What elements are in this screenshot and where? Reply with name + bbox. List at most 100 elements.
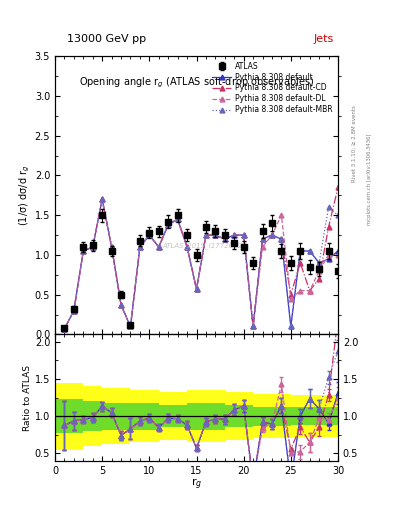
- Pythia 8.308 default-MBR: [241, 232, 246, 238]
- Pythia 8.308 default-CD: [156, 244, 161, 250]
- Pythia 8.308 default: [336, 248, 340, 254]
- Pythia 8.308 default-MBR: [194, 286, 199, 292]
- Pythia 8.308 default: [119, 302, 123, 308]
- Text: mcplots.cern.ch [arXiv:1306.3436]: mcplots.cern.ch [arXiv:1306.3436]: [367, 134, 373, 225]
- Pythia 8.308 default: [147, 232, 152, 238]
- Pythia 8.308 default-MBR: [298, 248, 303, 254]
- Pythia 8.308 default-CD: [270, 232, 274, 238]
- Pythia 8.308 default-DL: [62, 326, 67, 332]
- Pythia 8.308 default: [232, 232, 237, 238]
- Pythia 8.308 default-DL: [128, 324, 133, 330]
- Legend: ATLAS, Pythia 8.308 default, Pythia 8.308 default-CD, Pythia 8.308 default-DL, P: ATLAS, Pythia 8.308 default, Pythia 8.30…: [211, 60, 334, 116]
- Pythia 8.308 default: [260, 236, 265, 242]
- Pythia 8.308 default-DL: [194, 286, 199, 292]
- Pythia 8.308 default-MBR: [156, 244, 161, 250]
- Pythia 8.308 default-MBR: [147, 232, 152, 238]
- Pythia 8.308 default-CD: [175, 216, 180, 222]
- Pythia 8.308 default-MBR: [317, 260, 321, 266]
- Pythia 8.308 default-MBR: [175, 216, 180, 222]
- Pythia 8.308 default-MBR: [222, 236, 227, 242]
- Line: Pythia 8.308 default-DL: Pythia 8.308 default-DL: [62, 197, 340, 331]
- Pythia 8.308 default-DL: [288, 295, 293, 302]
- Pythia 8.308 default: [138, 244, 142, 250]
- Pythia 8.308 default-DL: [138, 244, 142, 250]
- Pythia 8.308 default-CD: [317, 276, 321, 282]
- Pythia 8.308 default: [90, 244, 95, 250]
- Pythia 8.308 default-DL: [185, 244, 189, 250]
- Pythia 8.308 default-DL: [100, 196, 105, 202]
- Pythia 8.308 default-DL: [317, 268, 321, 274]
- Pythia 8.308 default-MBR: [279, 236, 284, 242]
- Pythia 8.308 default: [222, 236, 227, 242]
- Pythia 8.308 default-CD: [241, 232, 246, 238]
- Pythia 8.308 default-DL: [270, 232, 274, 238]
- Line: Pythia 8.308 default: Pythia 8.308 default: [62, 197, 340, 331]
- Pythia 8.308 default: [100, 196, 105, 202]
- Pythia 8.308 default-DL: [307, 288, 312, 294]
- Pythia 8.308 default-MBR: [109, 244, 114, 250]
- Pythia 8.308 default-DL: [251, 324, 255, 330]
- Pythia 8.308 default-CD: [298, 260, 303, 266]
- Pythia 8.308 default-DL: [222, 236, 227, 242]
- Pythia 8.308 default-CD: [251, 324, 255, 330]
- Pythia 8.308 default-DL: [260, 244, 265, 250]
- Pythia 8.308 default: [72, 308, 76, 314]
- Pythia 8.308 default-CD: [147, 232, 152, 238]
- Text: Rivet 3.1.10; ≥ 2.8M events: Rivet 3.1.10; ≥ 2.8M events: [352, 105, 357, 182]
- Pythia 8.308 default: [185, 244, 189, 250]
- Pythia 8.308 default-MBR: [81, 248, 86, 254]
- Pythia 8.308 default-CD: [260, 236, 265, 242]
- X-axis label: r$_g$: r$_g$: [191, 477, 202, 493]
- Pythia 8.308 default-DL: [72, 308, 76, 314]
- Pythia 8.308 default-MBR: [100, 196, 105, 202]
- Pythia 8.308 default-DL: [119, 302, 123, 308]
- Pythia 8.308 default-DL: [241, 232, 246, 238]
- Line: Pythia 8.308 default-MBR: Pythia 8.308 default-MBR: [62, 197, 340, 331]
- Text: Opening angle r$_g$ (ATLAS soft-drop observables): Opening angle r$_g$ (ATLAS soft-drop obs…: [79, 76, 314, 90]
- Pythia 8.308 default-CD: [128, 324, 133, 330]
- Pythia 8.308 default-DL: [156, 244, 161, 250]
- Pythia 8.308 default-DL: [81, 248, 86, 254]
- Pythia 8.308 default-MBR: [138, 244, 142, 250]
- Pythia 8.308 default: [213, 232, 218, 238]
- Pythia 8.308 default-CD: [307, 288, 312, 294]
- Pythia 8.308 default-DL: [336, 252, 340, 258]
- Pythia 8.308 default: [241, 232, 246, 238]
- Pythia 8.308 default-DL: [166, 222, 171, 228]
- Pythia 8.308 default-MBR: [307, 248, 312, 254]
- Pythia 8.308 default: [298, 248, 303, 254]
- Pythia 8.308 default-CD: [288, 292, 293, 298]
- Line: Pythia 8.308 default-CD: Pythia 8.308 default-CD: [62, 185, 340, 331]
- Pythia 8.308 default-CD: [326, 224, 331, 230]
- Pythia 8.308 default-MBR: [204, 232, 208, 238]
- Pythia 8.308 default-DL: [147, 232, 152, 238]
- Y-axis label: (1/σ) dσ/d r$_g$: (1/σ) dσ/d r$_g$: [17, 165, 32, 226]
- Pythia 8.308 default: [109, 244, 114, 250]
- Pythia 8.308 default-DL: [90, 244, 95, 250]
- Pythia 8.308 default-MBR: [128, 324, 133, 330]
- Pythia 8.308 default-MBR: [336, 212, 340, 218]
- Pythia 8.308 default-MBR: [232, 232, 237, 238]
- Pythia 8.308 default-CD: [109, 244, 114, 250]
- Pythia 8.308 default: [175, 216, 180, 222]
- Pythia 8.308 default-CD: [100, 196, 105, 202]
- Pythia 8.308 default: [81, 248, 86, 254]
- Pythia 8.308 default-DL: [213, 232, 218, 238]
- Pythia 8.308 default-CD: [204, 232, 208, 238]
- Pythia 8.308 default: [156, 244, 161, 250]
- Pythia 8.308 default-MBR: [326, 204, 331, 210]
- Pythia 8.308 default: [204, 232, 208, 238]
- Text: 13000 GeV pp: 13000 GeV pp: [67, 33, 146, 44]
- Pythia 8.308 default-CD: [222, 236, 227, 242]
- Pythia 8.308 default: [307, 248, 312, 254]
- Pythia 8.308 default-CD: [279, 236, 284, 242]
- Pythia 8.308 default: [279, 236, 284, 242]
- Pythia 8.308 default-MBR: [185, 244, 189, 250]
- Pythia 8.308 default: [317, 260, 321, 266]
- Pythia 8.308 default-MBR: [213, 232, 218, 238]
- Pythia 8.308 default: [166, 222, 171, 228]
- Pythia 8.308 default: [288, 324, 293, 330]
- Pythia 8.308 default-MBR: [270, 232, 274, 238]
- Text: ATLAS_2019_I1772062: ATLAS_2019_I1772062: [162, 242, 242, 249]
- Pythia 8.308 default-MBR: [119, 302, 123, 308]
